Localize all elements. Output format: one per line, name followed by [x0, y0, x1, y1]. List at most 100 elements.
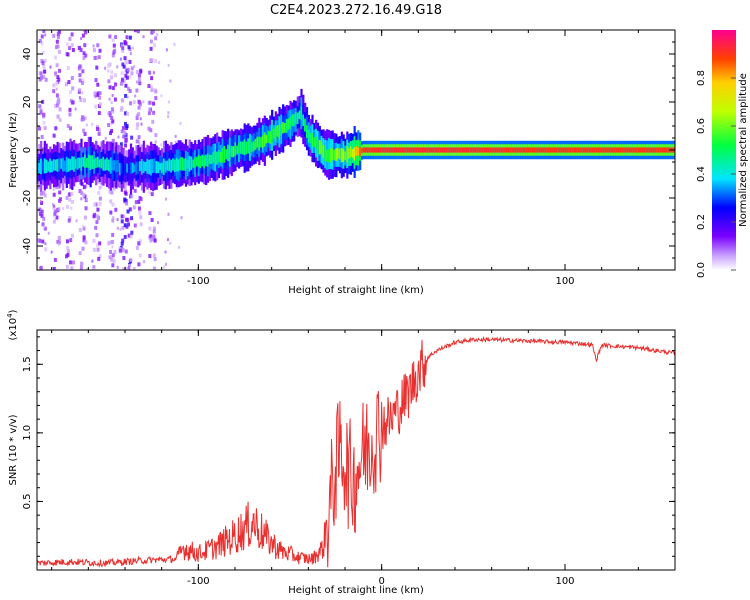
- noise-cell: [120, 105, 124, 110]
- noise-cell: [150, 30, 154, 35]
- ridge-cell: [491, 147, 494, 153]
- ridge-cell: [219, 152, 222, 163]
- noise-cell: [138, 142, 141, 146]
- ridge-cell: [324, 145, 327, 162]
- ridge-cell: [344, 151, 347, 161]
- noise-cell: [98, 185, 102, 190]
- ridge-cell: [441, 147, 444, 153]
- ridge-cell: [113, 160, 116, 171]
- noise-cell: [136, 30, 140, 34]
- ridge-cell: [632, 147, 635, 153]
- ridge-cell: [212, 152, 215, 163]
- ridge-cell: [544, 147, 547, 153]
- ridge-cell: [157, 161, 160, 174]
- ridge-cell: [639, 147, 642, 153]
- ridge-cell: [439, 147, 442, 153]
- ridge-cell: [192, 159, 195, 168]
- ridge-cell: [37, 163, 39, 172]
- noise-cell: [67, 218, 71, 223]
- noise-cell: [124, 266, 127, 270]
- noise-cell: [130, 216, 134, 221]
- noise-cell: [42, 112, 46, 117]
- noise-cell: [168, 100, 171, 104]
- noise-cell: [137, 76, 141, 81]
- noise-cell: [96, 207, 100, 212]
- spectrogram-panel: -100 100 -40 -20 0 20 40 Height of straight li…: [8, 29, 676, 296]
- ridge-cell: [500, 147, 503, 153]
- colorbar-gradient: [712, 30, 736, 270]
- noise-cell: [114, 207, 118, 212]
- ridge-cell: [412, 147, 415, 153]
- noise-cell: [108, 97, 111, 101]
- noise-cell: [110, 128, 114, 133]
- ridge-cell: [271, 127, 274, 143]
- noise-cell: [113, 97, 117, 102]
- noise-cell: [65, 264, 69, 269]
- ridge-cell: [520, 147, 523, 153]
- ridge-cell: [579, 147, 582, 153]
- noise-cell: [69, 238, 73, 243]
- ridge-cell: [414, 147, 417, 153]
- noise-cell: [111, 53, 115, 58]
- ridge-cell: [467, 147, 470, 153]
- ridge-cell: [205, 154, 208, 167]
- colorbar-tick-label: 0.4: [696, 166, 707, 182]
- noise-cell: [41, 50, 45, 55]
- ridge-cell: [69, 159, 72, 171]
- ridge-cell: [238, 142, 241, 154]
- ridge-cell: [428, 147, 431, 153]
- ridge-cell: [225, 149, 228, 160]
- noise-cell: [154, 59, 158, 64]
- ridge-cell: [56, 159, 59, 172]
- ridge-cell: [151, 159, 155, 174]
- noise-cell: [121, 99, 124, 103]
- ridge-cell: [415, 147, 419, 153]
- noise-cell: [98, 196, 102, 201]
- noise-cell: [152, 226, 156, 231]
- ridge-cell: [159, 163, 162, 171]
- noise-cell: [98, 201, 102, 206]
- noise-cell: [156, 33, 159, 37]
- ridge-cell: [448, 147, 452, 153]
- noise-cell: [134, 94, 137, 98]
- ridge-cell: [258, 136, 261, 151]
- noise-cell: [124, 143, 128, 148]
- noise-cell: [111, 38, 115, 43]
- noise-cell: [134, 200, 138, 205]
- noise-cell: [68, 197, 72, 202]
- noise-cell: [75, 219, 78, 223]
- y-tick-label: -20: [22, 190, 33, 206]
- ridge-cell: [390, 147, 393, 153]
- noise-cell: [128, 74, 132, 79]
- ridge-cell: [272, 128, 276, 139]
- ridge-cell: [434, 147, 437, 153]
- noise-cell: [66, 52, 70, 57]
- ridge-cell: [217, 150, 221, 163]
- ridge-cell: [349, 146, 353, 158]
- noise-cell: [119, 57, 122, 61]
- noise-cell: [81, 91, 84, 95]
- noise-cell: [135, 126, 139, 131]
- ridge-cell: [419, 147, 422, 153]
- ridge-cell: [263, 132, 266, 147]
- noise-cell: [150, 217, 154, 222]
- noise-cell: [108, 255, 112, 260]
- ridge-cell: [250, 142, 254, 153]
- noise-cell: [132, 205, 136, 210]
- noise-cell: [137, 105, 141, 110]
- ridge-cell: [531, 147, 534, 153]
- noise-cell: [124, 93, 128, 98]
- noise-cell: [83, 215, 87, 220]
- noise-cell: [55, 93, 59, 98]
- noise-cell: [58, 68, 62, 73]
- noise-cell: [49, 65, 52, 69]
- ridge-cell: [454, 147, 457, 153]
- ridge-cell: [555, 147, 558, 153]
- noise-cell: [40, 191, 44, 196]
- noise-cell: [129, 52, 132, 56]
- noise-cell: [111, 218, 115, 223]
- ridge-cell: [256, 136, 259, 148]
- noise-cell: [97, 179, 101, 184]
- ridge-cell: [282, 121, 285, 134]
- noise-cell: [156, 221, 159, 225]
